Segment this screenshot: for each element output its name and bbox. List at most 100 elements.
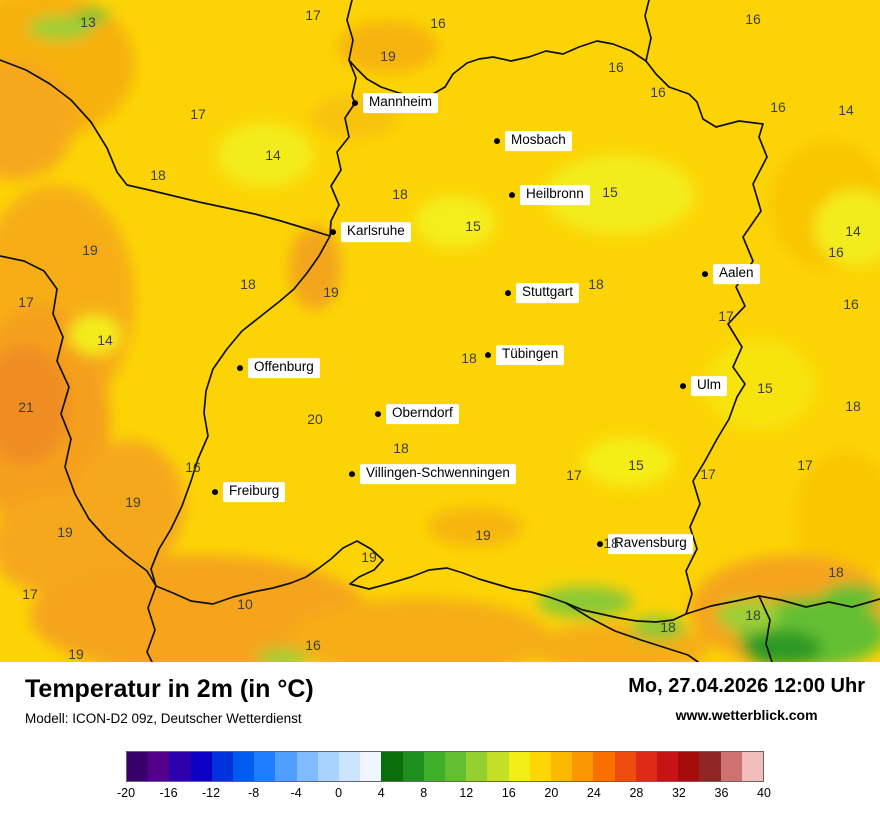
temperature-shading [0, 0, 880, 662]
temperature-value: 18 [603, 535, 619, 551]
temperature-value: 19 [82, 242, 98, 258]
colorbar-segment [699, 752, 721, 781]
temperature-value: 14 [97, 332, 113, 348]
colorbar-segment [233, 752, 255, 781]
temperature-value: 17 [305, 7, 321, 23]
website-url: www.wetterblick.com [675, 707, 818, 723]
temperature-value: 14 [845, 223, 861, 239]
border-lake-south [565, 602, 699, 662]
city-label: Ulm [691, 376, 727, 396]
colorbar-tick-label: 16 [501, 786, 516, 800]
temperature-value: 18 [588, 276, 604, 292]
temperature-value: 19 [57, 524, 73, 540]
temperature-value: 16 [745, 11, 761, 27]
city-marker-aalen: Aalen [702, 264, 760, 284]
city-label: Heilbronn [520, 185, 590, 205]
temperature-value: 17 [718, 308, 734, 324]
temperature-value: 18 [393, 440, 409, 456]
city-label: Oberndorf [386, 404, 459, 424]
temperature-legend: -20 -16 -12 -8 -4 0 4 8 12 16 20 24 28 32 36 40 [117, 751, 771, 804]
city-marker-stuttgart: Stuttgart [505, 283, 580, 303]
city-label: Offenburg [248, 358, 320, 378]
city-label: Karlsruhe [341, 222, 411, 242]
colorbar-segment [466, 752, 488, 781]
colorbar-tick-label: 40 [757, 786, 771, 800]
colorbar-segment [317, 752, 340, 781]
colorbar-tick-label: 20 [544, 786, 559, 800]
colorbar-tick-label: 4 [377, 786, 385, 800]
temperature-value: 18 [240, 276, 256, 292]
colorbar-segment [678, 752, 700, 781]
city-marker-offenburg: Offenburg [237, 358, 320, 378]
colorbar-segment [720, 752, 742, 781]
temperature-value: 17 [700, 466, 716, 482]
city-label: Mosbach [505, 131, 572, 151]
border-southwest-descender [146, 585, 157, 662]
city-marker-mosbach: Mosbach [494, 131, 572, 151]
temperature-value: 19 [475, 527, 491, 543]
colorbar-segment [657, 752, 679, 781]
temperature-value: 17 [18, 294, 34, 310]
footer-left-column: Temperatur in 2m (in °C) Modell: ICON-D2… [25, 675, 314, 726]
colorbar-segment [127, 752, 149, 781]
temperature-value: 16 [430, 15, 446, 31]
city-dot-icon [375, 411, 381, 417]
city-dot-icon [505, 290, 511, 296]
border-west-diagonal [0, 59, 331, 237]
colorbar-segment [445, 752, 467, 781]
temperature-value: 18 [845, 398, 861, 414]
colorbar-tick-label: -12 [202, 786, 221, 800]
colorbar-segment [551, 752, 573, 781]
temperature-value: 14 [265, 147, 281, 163]
border-southeast-long [685, 595, 880, 615]
model-info: Modell: ICON-D2 09z, Deutscher Wetterdie… [25, 711, 302, 726]
temperature-value: 17 [797, 457, 813, 473]
colorbar-tick-label: 32 [671, 786, 686, 800]
footer-right-column: Mo, 27.04.2026 12:00 Uhr www.wetterblick… [628, 675, 865, 723]
city-marker-villingen-schwenningen: Villingen-Schwenningen [349, 464, 516, 484]
city-dot-icon [349, 471, 355, 477]
colorbar-tick-label: 24 [586, 786, 601, 800]
temperature-value: 17 [190, 106, 206, 122]
city-dot-icon [702, 271, 708, 277]
map-footer: Temperatur in 2m (in °C) Modell: ICON-D2… [0, 662, 880, 830]
colorbar-segment [593, 752, 615, 781]
map-graphic [0, 0, 880, 662]
colorbar-segment [148, 752, 170, 781]
colorbar-segment [360, 752, 382, 781]
colorbar-segment [169, 752, 191, 781]
border-northeast [644, 0, 652, 62]
temperature-value: 15 [628, 457, 644, 473]
city-label: Tübingen [496, 345, 565, 365]
colorbar-segment [508, 752, 530, 781]
temperature-value: 18 [828, 564, 844, 580]
temperature-value: 16 [828, 244, 844, 260]
colorbar-tick-label: -20 [116, 786, 136, 800]
colorbar-tick-label: -16 [159, 786, 178, 800]
colorbar-tick-label: 8 [420, 786, 428, 800]
temperature-value: 14 [838, 102, 854, 118]
temperature-value: 16 [608, 59, 624, 75]
temperature-value: 18 [392, 186, 408, 202]
temperature-value: 16 [305, 637, 321, 653]
temperature-value: 17 [566, 467, 582, 483]
city-marker-karlsruhe: Karlsruhe [330, 222, 411, 242]
colorbar-segment [190, 752, 212, 781]
colorbar-segment [614, 752, 636, 781]
city-dot-icon [494, 138, 500, 144]
city-dot-icon [680, 383, 686, 389]
footer-header: Temperatur in 2m (in °C) Modell: ICON-D2… [25, 675, 865, 726]
temperature-value: 10 [237, 596, 253, 612]
city-marker-freiburg: Freiburg [212, 482, 286, 502]
page-title: Temperatur in 2m (in °C) [25, 675, 314, 703]
city-marker-oberndorf: Oberndorf [375, 404, 459, 424]
city-marker-heilbronn: Heilbronn [509, 185, 590, 205]
colorbar-segment [529, 752, 552, 781]
colorbar-tick-label: 12 [459, 786, 474, 800]
colorbar-segment [254, 752, 276, 781]
city-label: Stuttgart [516, 283, 580, 303]
temperature-value: 18 [745, 607, 761, 623]
temperature-value: 20 [307, 411, 323, 427]
temperature-value: 15 [602, 184, 618, 200]
city-dot-icon [212, 489, 218, 495]
